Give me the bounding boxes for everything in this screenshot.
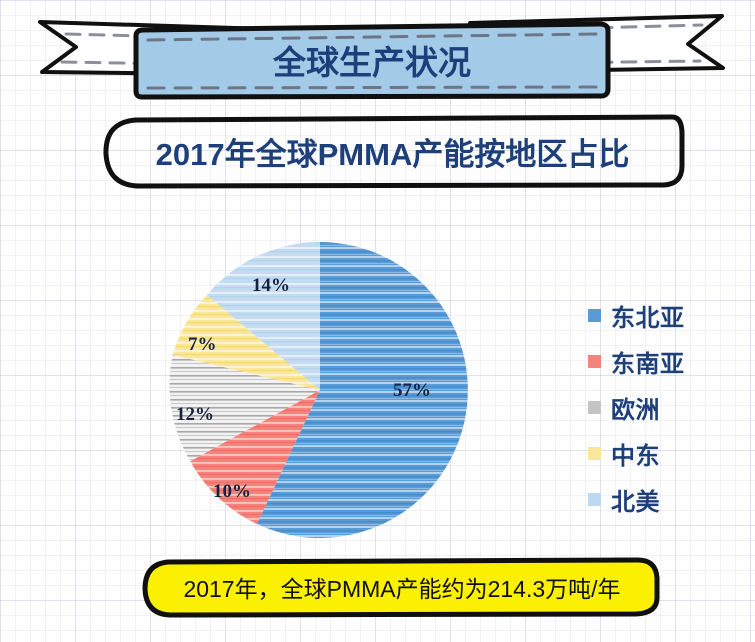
pie-slice-middle-east xyxy=(172,295,320,390)
pie-chart xyxy=(169,242,468,538)
chart-title-outline xyxy=(103,114,685,189)
pie-slice-north-america xyxy=(206,242,320,390)
pie-label-north-america: 14% xyxy=(252,275,290,296)
legend-label-north-america: 北美 xyxy=(611,488,660,516)
legend-item-southeast-asia[interactable]: 东南亚 xyxy=(588,338,748,384)
ribbon-center-stitch-bottom xyxy=(146,85,598,90)
section-banner: 全球生产状况 xyxy=(38,14,725,100)
banner-title: 全球生产状况 xyxy=(272,44,471,81)
ribbon-center-stitch-top xyxy=(146,32,598,42)
pie-label-middle-east: 7% xyxy=(188,334,217,355)
legend-swatch-middle-east xyxy=(588,446,601,460)
legend-label-europe: 欧洲 xyxy=(611,396,660,424)
pie-slice-northeast-asia xyxy=(257,242,468,538)
legend-swatch-europe xyxy=(588,400,601,414)
ribbon-center-panel xyxy=(133,21,611,100)
pie-slice-europe xyxy=(169,354,320,462)
pie-slice-southeast-asia xyxy=(190,390,320,524)
legend-item-europe[interactable]: 欧洲 xyxy=(588,384,748,430)
legend-label-middle-east: 中东 xyxy=(611,442,660,470)
legend-swatch-northeast-asia xyxy=(588,308,601,322)
legend-item-northeast-asia[interactable]: 东北亚 xyxy=(588,292,748,338)
footnote-fill xyxy=(142,557,660,618)
legend-item-north-america[interactable]: 北美 xyxy=(588,476,748,522)
legend-swatch-north-america xyxy=(588,492,601,506)
legend-item-middle-east[interactable]: 中东 xyxy=(588,430,748,476)
legend-swatch-southeast-asia xyxy=(588,354,601,368)
page-title: 2017年全球PMMA产能按地区占比 xyxy=(155,136,630,172)
chart-legend: 东北亚 东南亚 欧洲 中东 北美 xyxy=(588,292,748,522)
chart-title-frame xyxy=(103,114,685,189)
pie-label-europe: 12% xyxy=(176,404,214,425)
legend-label-northeast-asia: 东北亚 xyxy=(611,304,685,332)
pie-label-northeast-asia: 57% xyxy=(393,380,431,401)
footnote-label: 2017年，全球PMMA产能约为214.3万吨/年 xyxy=(183,576,621,602)
footnote-frame xyxy=(142,557,660,618)
legend-label-southeast-asia: 东南亚 xyxy=(611,350,685,378)
pie-label-southeast-asia: 10% xyxy=(213,481,251,502)
